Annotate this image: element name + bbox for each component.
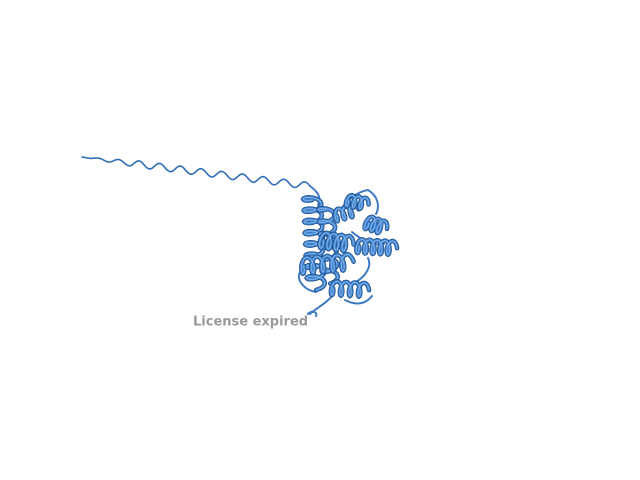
helix-highlight: [334, 204, 359, 222]
helix-highlight: [319, 232, 354, 252]
coil-tail: [81, 156, 311, 189]
helix-highlight: [330, 281, 370, 297]
helix-highlight: [355, 238, 398, 256]
helix-highlight: [364, 216, 388, 234]
protein-ribbon: [81, 156, 400, 317]
helix-highlight: [345, 194, 369, 210]
helix-highlight: [300, 253, 354, 275]
watermark: License expired: [193, 315, 308, 330]
